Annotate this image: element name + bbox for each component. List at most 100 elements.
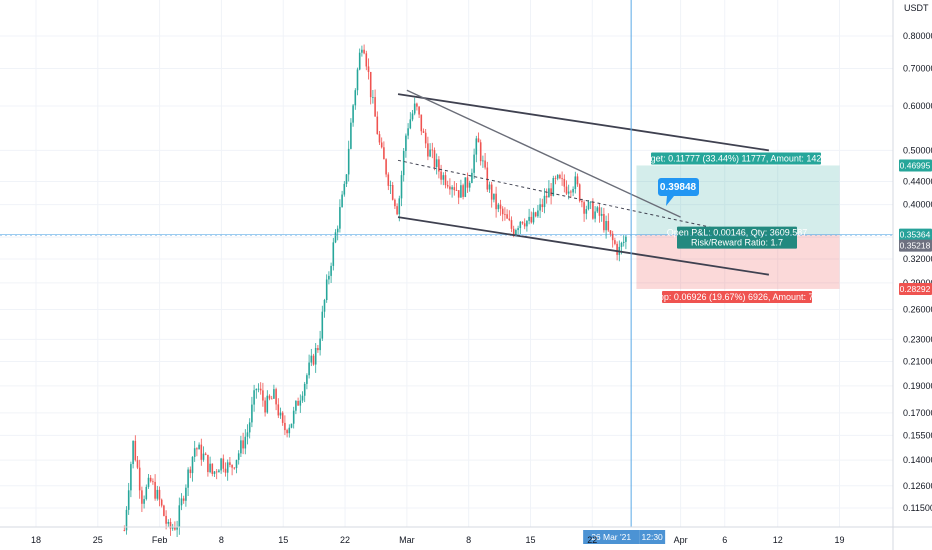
candle-body xyxy=(213,471,216,474)
candle-body xyxy=(585,209,588,214)
candle-body xyxy=(539,204,541,211)
candle-body xyxy=(321,311,324,339)
candle-body xyxy=(576,176,579,185)
candle-body xyxy=(594,211,596,219)
x-tick-label: 6 xyxy=(722,535,727,545)
candle-body xyxy=(561,178,563,180)
candle-body xyxy=(279,412,282,416)
candle-body xyxy=(339,207,341,229)
currency-label: USDT xyxy=(904,3,929,13)
candle-body xyxy=(552,178,555,196)
candle-body xyxy=(160,499,163,506)
candle-body xyxy=(517,228,519,231)
candle-body xyxy=(541,204,544,208)
candle-body xyxy=(550,188,552,196)
candle-body xyxy=(380,142,383,148)
candle-body xyxy=(510,220,513,229)
candle-body xyxy=(288,427,291,434)
candle-body xyxy=(398,198,401,215)
target-price-badge: 0.46995 xyxy=(900,160,931,170)
candle-body xyxy=(306,375,308,384)
candle-body xyxy=(605,221,607,231)
candle-body xyxy=(246,432,249,437)
stop-price-badge-box xyxy=(899,282,932,295)
candle-body xyxy=(583,202,585,214)
candle-body xyxy=(200,444,203,460)
candle-body xyxy=(209,463,211,473)
candle-body xyxy=(374,97,376,117)
crosshair-time-badge xyxy=(639,530,666,544)
candle-body xyxy=(270,398,273,400)
candle-body xyxy=(182,498,185,501)
candle-body xyxy=(486,167,489,190)
candle-body xyxy=(262,390,264,401)
target-label-box xyxy=(651,152,821,165)
candle-body xyxy=(508,218,511,221)
candle-body xyxy=(167,521,170,524)
diagonal-trend-line xyxy=(406,89,681,218)
candle-body xyxy=(141,490,143,504)
candle-body xyxy=(607,221,610,231)
candle-body xyxy=(614,240,616,244)
candle-body xyxy=(598,207,601,216)
candle-body xyxy=(328,275,330,280)
candle-body xyxy=(323,300,326,312)
candle-body xyxy=(301,395,304,401)
candle-body xyxy=(215,471,218,473)
candle-body xyxy=(567,191,570,194)
candle-body xyxy=(534,212,537,217)
candle-body xyxy=(231,464,233,468)
x-tick-label: Apr xyxy=(674,535,688,545)
candle-body xyxy=(400,175,403,199)
channel-lower-line xyxy=(397,216,770,276)
candle-body xyxy=(453,187,456,191)
candle-body xyxy=(545,195,548,198)
candle-body xyxy=(281,412,284,423)
channel-mid-line xyxy=(397,159,725,231)
candle-body xyxy=(350,122,352,149)
candle-body xyxy=(295,400,297,411)
x-tick-label: 12 xyxy=(773,535,783,545)
candle-body xyxy=(372,97,374,98)
candle-body xyxy=(376,116,379,135)
candle-body xyxy=(475,138,478,155)
candle-body xyxy=(616,243,618,255)
candle-body xyxy=(471,172,473,183)
candle-body xyxy=(312,355,315,365)
candle-body xyxy=(479,142,482,162)
candle-body xyxy=(488,184,491,190)
candle-body xyxy=(156,489,159,499)
candle-body xyxy=(251,404,253,423)
trend-drawings[interactable] xyxy=(397,89,770,276)
candle-body xyxy=(255,388,258,391)
candle-body xyxy=(431,149,434,151)
candle-body xyxy=(391,185,394,200)
candle-body xyxy=(314,348,317,365)
candle-body xyxy=(519,221,522,229)
candle-body xyxy=(543,195,546,208)
candle-body xyxy=(512,228,515,236)
x-tick-label: Mar xyxy=(399,535,415,545)
candle-body xyxy=(237,453,240,460)
candle-body xyxy=(317,348,319,351)
candle-body xyxy=(499,204,502,209)
callout-label: 0.39848 xyxy=(660,182,697,193)
candle-body xyxy=(493,193,495,200)
candle-body xyxy=(530,216,533,223)
candle-body xyxy=(490,184,493,200)
x-tick-label: 8 xyxy=(219,535,224,545)
candle-body xyxy=(226,462,229,473)
stop-label: Stop: 0.06926 (19.67%) 6926, Amount: 750 xyxy=(650,292,823,302)
candle-body xyxy=(383,147,385,160)
x-tick-label: 15 xyxy=(525,535,535,545)
candle-body xyxy=(433,150,436,167)
candle-body xyxy=(242,440,244,449)
candle-body xyxy=(204,453,207,455)
candle-body xyxy=(570,191,572,193)
